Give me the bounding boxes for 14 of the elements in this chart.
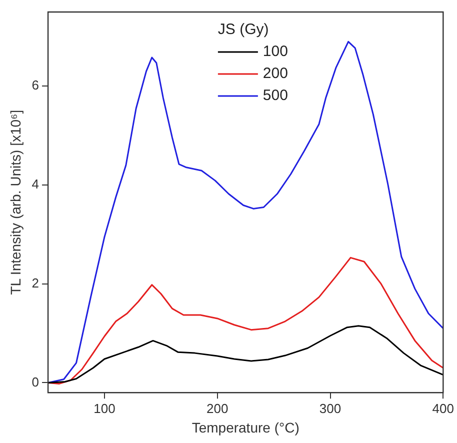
y-tick-label: 0 bbox=[32, 374, 40, 390]
y-tick-label: 6 bbox=[32, 78, 40, 93]
x-tick-label: 300 bbox=[319, 400, 342, 416]
x-axis-title: Temperature (°C) bbox=[192, 419, 300, 436]
y-tick-label: 4 bbox=[32, 176, 40, 192]
legend-title: JS (Gy) bbox=[218, 21, 269, 38]
y-tick-label: 2 bbox=[32, 275, 40, 290]
legend-label: 500 bbox=[262, 87, 288, 104]
legend-label: 200 bbox=[262, 65, 288, 82]
legend-label: 100 bbox=[262, 43, 288, 60]
x-tick-label: 100 bbox=[94, 400, 116, 416]
y-axis-title: TL Intensity (arb. Units) [x10⁶] bbox=[7, 110, 24, 295]
x-tick-label: 200 bbox=[206, 400, 228, 416]
x-tick-label: 400 bbox=[432, 400, 454, 416]
